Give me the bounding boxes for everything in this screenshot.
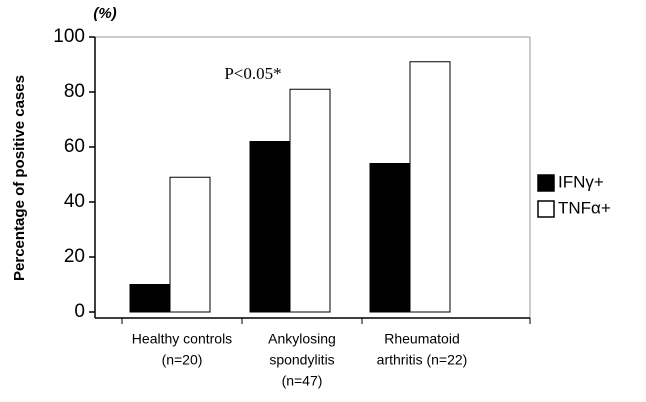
y-tick-label: 0: [74, 301, 85, 322]
x-tick-label: arthritis (n=22): [377, 352, 468, 368]
x-tick-label: Rheumatoid: [384, 331, 460, 347]
y-tick-label: 80: [64, 81, 85, 102]
x-tick-label: Healthy controls: [132, 331, 232, 347]
x-tick-label: spondylitis: [269, 352, 334, 368]
y-tick-label: 100: [53, 26, 85, 47]
x-tick-label: (n=47): [282, 373, 323, 389]
bar: [249, 141, 291, 313]
y-unit: (%): [93, 5, 116, 22]
bar: [129, 284, 171, 313]
y-tick-label: 20: [64, 246, 85, 267]
bar: [289, 88, 331, 313]
legend-swatch: [537, 200, 555, 218]
bar: [369, 163, 411, 313]
annotation: P<0.05*: [224, 64, 281, 83]
bar: [409, 61, 451, 313]
x-tick-label: Ankylosing: [268, 331, 336, 347]
bar: [169, 176, 211, 313]
y-tick-label: 60: [64, 136, 85, 157]
y-tick-label: 40: [64, 191, 85, 212]
legend-label: IFNγ+: [558, 172, 604, 191]
x-tick-label: (n=20): [162, 352, 203, 368]
legend-label: TNFα+: [558, 198, 611, 217]
y-axis-label: Percentage of positive cases: [11, 75, 28, 281]
legend-swatch: [537, 174, 555, 192]
